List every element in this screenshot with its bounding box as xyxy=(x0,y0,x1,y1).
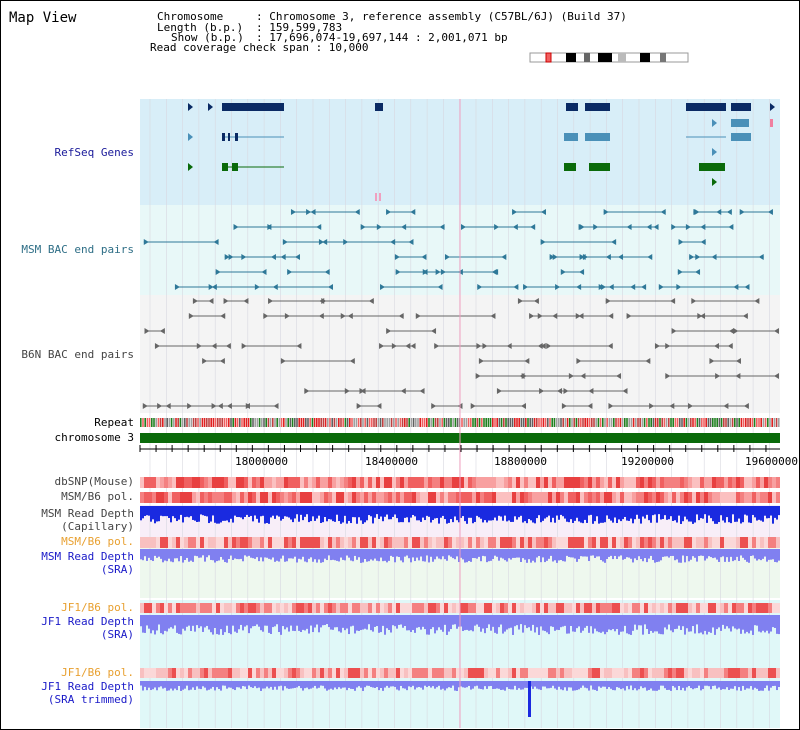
track-label-msm-depth-cap[interactable]: MSM Read Depth xyxy=(41,507,134,520)
tick-label: 19200000 xyxy=(621,455,674,468)
track-label-refseq[interactable]: RefSeq Genes xyxy=(54,146,134,159)
track-label-msm-depth-sra-sub: (SRA) xyxy=(100,563,134,576)
track-label-msm-pol-2[interactable]: MSM/B6 pol. xyxy=(61,535,134,548)
tick-label: 18400000 xyxy=(365,455,418,468)
length-key: Length (b.p.) xyxy=(157,21,244,34)
tick-label: 18800000 xyxy=(494,455,547,468)
tick-label: 18000000 xyxy=(235,455,288,468)
coverage-span: Read coverage check span : 10,000 xyxy=(150,41,369,54)
track-label-msm-pol[interactable]: MSM/B6 pol. xyxy=(61,490,134,503)
tick-label: 19600000 xyxy=(745,455,798,468)
depth-tracks[interactable] xyxy=(140,506,780,717)
chromosome-value: : Chromosome 3, reference assembly (C57B… xyxy=(256,10,627,23)
chromosome-key: Chromosome xyxy=(157,10,224,23)
msm-bac-pairs[interactable] xyxy=(143,209,773,290)
track-label-chromosome[interactable]: chromosome 3 xyxy=(54,431,134,444)
track-label-jf1-depth-sra-sub: (SRA) xyxy=(100,628,134,641)
track-label-jf1-depth-trim-sub: (SRA trimmed) xyxy=(47,693,134,706)
track-label-jf1-depth-sra[interactable]: JF1 Read Depth xyxy=(41,615,134,628)
heat-tracks[interactable] xyxy=(140,477,780,678)
b6n-bac-pairs[interactable] xyxy=(142,298,779,409)
refseq-genes[interactable] xyxy=(188,103,775,201)
show-key: Show (b.p.) xyxy=(171,31,244,44)
track-label-msm-depth-cap-sub: (Capillary) xyxy=(61,520,134,533)
track-label-b6n-bac[interactable]: B6N BAC end pairs xyxy=(21,348,134,361)
track-label-jf1-depth-trim[interactable]: JF1 Read Depth xyxy=(41,680,134,693)
track-label-repeat[interactable]: Repeat xyxy=(94,416,134,429)
track-label-msm-depth-sra[interactable]: MSM Read Depth xyxy=(41,550,134,563)
track-label-jf1-pol-2[interactable]: JF1/B6 pol. xyxy=(61,666,134,679)
show-value: : 17,696,074-19,697,144 : 2,001,071 bp xyxy=(256,31,508,44)
length-value: : 159,599,783 xyxy=(256,21,343,34)
chromosome-ideogram[interactable] xyxy=(529,52,689,63)
repeat-track[interactable] xyxy=(140,418,780,427)
track-label-dbsnp[interactable]: dbSNP(Mouse) xyxy=(54,475,134,488)
track-label-msm-bac[interactable]: MSM BAC end pairs xyxy=(21,243,134,256)
page-title: Map View xyxy=(9,10,77,26)
track-label-jf1-pol[interactable]: JF1/B6 pol. xyxy=(61,601,134,614)
